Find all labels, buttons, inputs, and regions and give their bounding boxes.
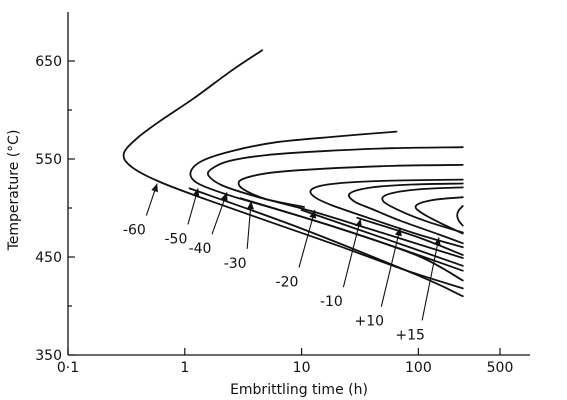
curve-labels: -60 -50-40 -30 -20 -10 +10 +15 bbox=[123, 183, 441, 343]
x-tick-label: 500 bbox=[487, 360, 514, 376]
y-tick-label: 350 bbox=[35, 348, 62, 364]
leader-arrowhead bbox=[355, 218, 362, 228]
leader-line bbox=[421, 237, 440, 321]
curve--50 bbox=[189, 130, 464, 272]
y-tick-label: 650 bbox=[35, 54, 62, 70]
leader-line bbox=[298, 209, 316, 268]
curve-label: -30 bbox=[224, 256, 247, 272]
curve--60 bbox=[122, 49, 464, 290]
x-tick-label: 1 bbox=[180, 360, 189, 376]
x-tick-label: 100 bbox=[405, 360, 432, 376]
leader-arrowhead bbox=[151, 183, 158, 193]
y-tick-label: 450 bbox=[35, 250, 62, 266]
curve--40 bbox=[206, 146, 464, 259]
x-tick-label: 0·1 bbox=[57, 360, 79, 376]
y-axis-title: Temperature (°C) bbox=[6, 130, 22, 252]
lower-line bbox=[300, 209, 464, 267]
y-ticks: 350 450 550 650 bbox=[35, 54, 75, 364]
leader-arrowhead bbox=[192, 188, 200, 197]
curve-label: -20 bbox=[276, 275, 299, 291]
lower-line bbox=[356, 216, 464, 256]
curve-label: -10 bbox=[320, 294, 343, 310]
curve-+10 bbox=[381, 186, 464, 234]
lower-line bbox=[188, 187, 464, 298]
x-ticks: 0·1 1 10 100 500 bbox=[57, 348, 514, 376]
leader-arrowhead bbox=[395, 227, 402, 237]
lower-line bbox=[239, 197, 464, 282]
curve-label: -40 bbox=[189, 241, 212, 257]
leader-arrowhead bbox=[433, 237, 441, 246]
curve-label: +10 bbox=[355, 314, 385, 330]
leader-line bbox=[342, 218, 362, 288]
plot-axes bbox=[67, 12, 530, 356]
curve-label: -50 bbox=[165, 231, 188, 247]
x-axis-title: Embrittling time (h) bbox=[230, 382, 368, 398]
curve-inner bbox=[456, 205, 464, 227]
x-tick-label: 10 bbox=[293, 360, 311, 376]
curve-label: +15 bbox=[395, 327, 425, 343]
curve--30 bbox=[237, 164, 464, 208]
lower-lines bbox=[188, 187, 464, 298]
leader-arrowhead bbox=[309, 210, 317, 219]
leader-arrowhead bbox=[247, 201, 254, 210]
leader-line bbox=[380, 227, 401, 307]
curve--20 bbox=[309, 178, 464, 249]
y-tick-label: 550 bbox=[35, 152, 62, 168]
leader-arrowhead bbox=[221, 192, 228, 201]
curve-+15 bbox=[414, 196, 464, 235]
curve--10 bbox=[347, 182, 464, 245]
curve-label: -60 bbox=[123, 223, 146, 239]
